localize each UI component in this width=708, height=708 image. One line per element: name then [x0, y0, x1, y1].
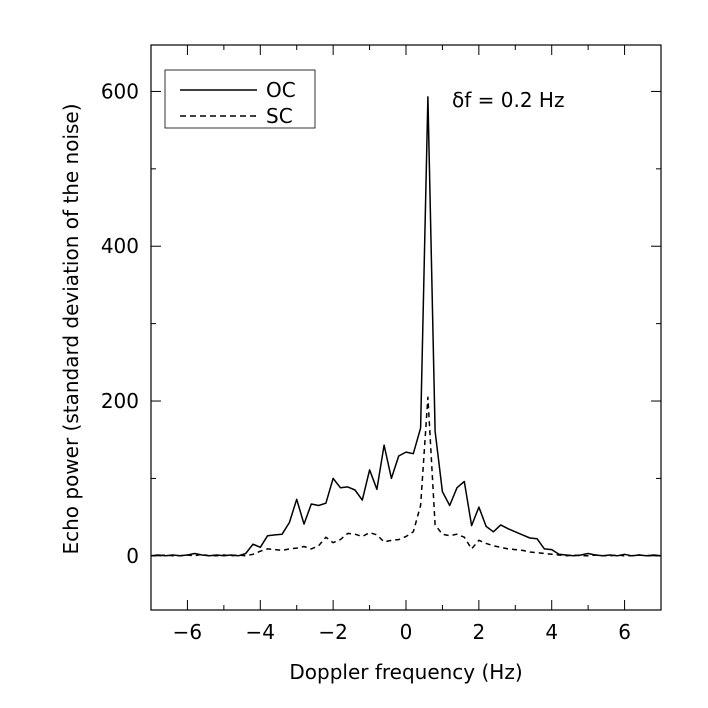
- y-tick-label: 0: [126, 544, 139, 568]
- legend-label-sc: SC: [266, 104, 293, 128]
- axes-frame-group: [150, 44, 662, 611]
- y-axis-label: Echo power (standard deviation of the no…: [59, 103, 83, 554]
- series-line-sc: [151, 396, 661, 557]
- x-tick-label: −4: [246, 620, 275, 644]
- x-tick-label: −2: [318, 620, 347, 644]
- x-tick-label: 6: [618, 620, 631, 644]
- legend-box: [164, 69, 316, 129]
- x-tick-label: 0: [400, 620, 413, 644]
- x-tick-label: −6: [173, 620, 202, 644]
- y-tick-label: 600: [101, 79, 139, 103]
- plot-frame: [150, 44, 662, 611]
- ticks-group: −6 −4 −2 0 2 4 6 0 200 400 600: [101, 45, 662, 644]
- legend: OC SC: [164, 69, 316, 129]
- x-axis-label: Doppler frequency (Hz): [289, 660, 522, 684]
- series-line-oc: [150, 96, 662, 557]
- legend-label-oc: OC: [266, 78, 296, 102]
- series-group: [150, 96, 662, 557]
- x-tick-label: 2: [472, 620, 485, 644]
- y-tick-label: 200: [101, 389, 139, 413]
- resolution-annotation: δf = 0.2 Hz: [452, 88, 564, 112]
- y-tick-label: 400: [101, 234, 139, 258]
- x-tick-label: 4: [545, 620, 558, 644]
